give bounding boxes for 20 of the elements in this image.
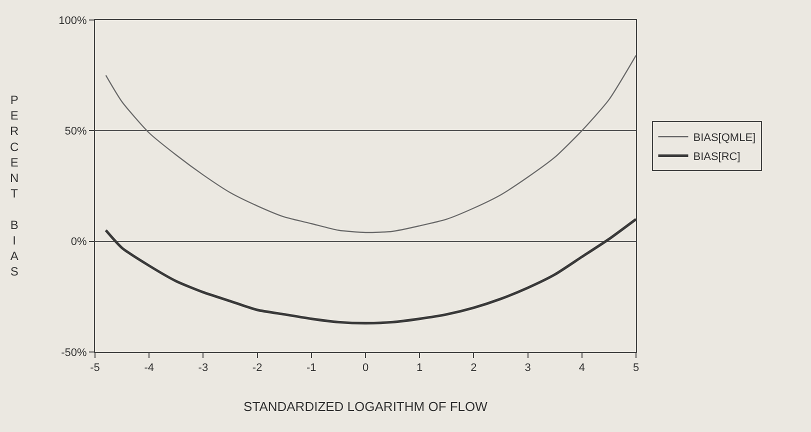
legend-label: BIAS[QMLE] [693,132,756,144]
y-tick-label: 0% [70,236,88,248]
x-tick-label: 5 [632,362,640,374]
x-axis-title: STANDARDIZED LOGARITHM OF FLOW [244,398,488,414]
x-tick-label: 0 [362,362,369,374]
x-tick-label: -3 [198,362,208,374]
x-tick-label: 4 [578,362,585,374]
x-tick-label: 1 [416,362,423,374]
x-tick-label: -2 [252,362,262,374]
x-tick-label: 2 [470,362,477,374]
text: PERCENT BIAS [10,93,19,279]
x-tick-label: -1 [306,362,316,374]
y-tick-label: 50% [64,126,88,138]
x-tick-label: 3 [524,362,531,374]
legend-label: BIAS[RC] [693,150,740,163]
y-tick-label: -50% [61,346,88,359]
line-series [105,54,636,234]
x-tick-label: -4 [144,362,154,374]
y-tick-label: 100% [58,14,88,27]
x-tick-label: -5 [90,362,100,374]
